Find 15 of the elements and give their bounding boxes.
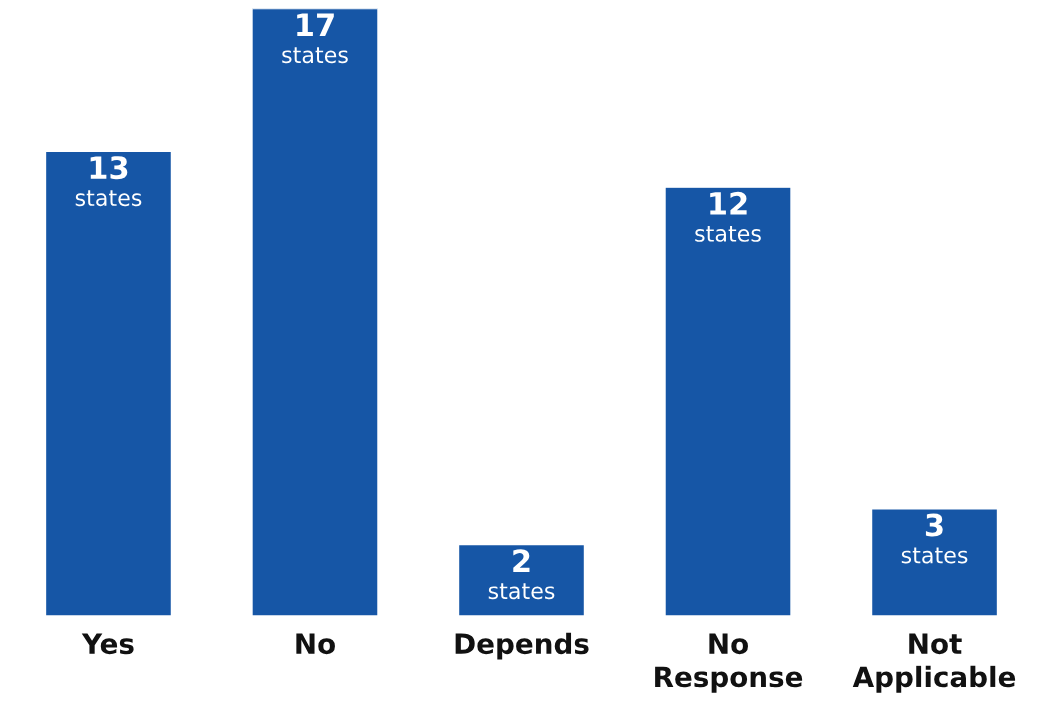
bar <box>251 8 379 616</box>
data-label: 17 states <box>282 13 348 64</box>
data-label: 12 states <box>695 191 761 242</box>
bar <box>44 150 173 616</box>
bar <box>664 186 792 616</box>
data-label: 2 states <box>488 549 555 600</box>
x-tick-label: No Response <box>655 633 803 693</box>
x-tick-label: No <box>296 633 335 655</box>
x-tick-label: Depends <box>455 632 589 660</box>
bar <box>870 508 999 616</box>
x-tick-label: Not Applicable <box>852 633 1016 693</box>
x-tick-label: Yes <box>81 633 134 655</box>
data-label: 13 states <box>75 156 142 207</box>
data-label: 3 states <box>901 513 968 564</box>
bar <box>457 543 586 616</box>
